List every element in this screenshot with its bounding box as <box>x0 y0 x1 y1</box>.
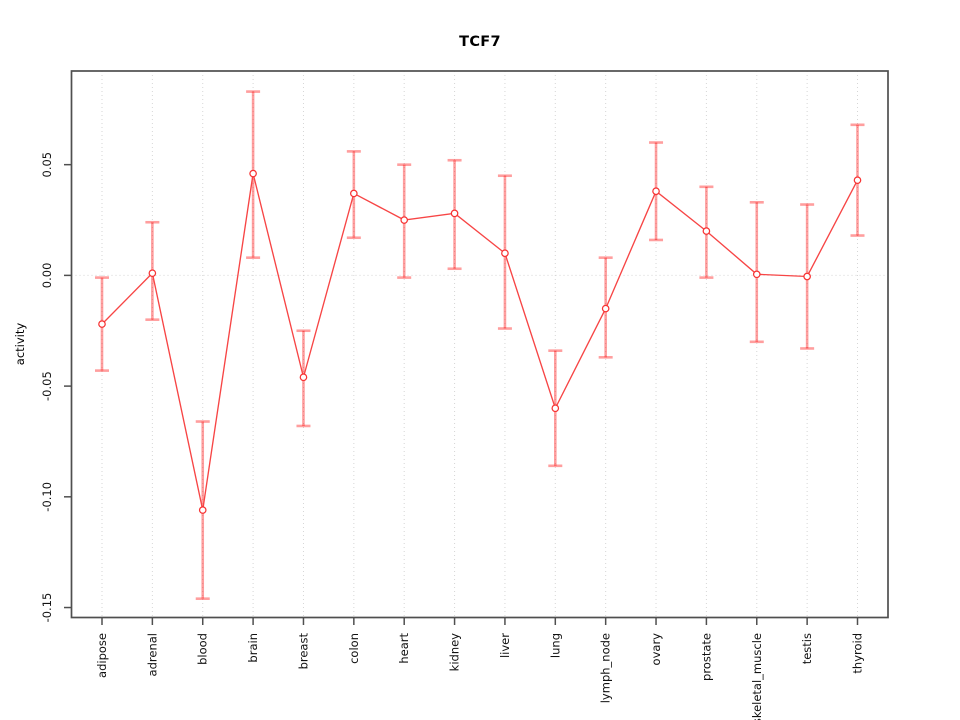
plot-border <box>70 70 889 619</box>
data-point-marker <box>702 227 711 235</box>
data-point-marker <box>551 404 560 413</box>
data-point-marker <box>148 269 157 277</box>
x-tick-label: thyroid <box>851 633 865 674</box>
data-point-marker <box>299 373 308 382</box>
data-point-marker <box>98 320 106 328</box>
x-tick-label: liver <box>498 633 512 658</box>
data-point-marker <box>198 506 207 514</box>
x-tick-label: lung <box>548 633 562 658</box>
data-point-marker <box>249 169 257 178</box>
data-point-marker <box>853 176 862 184</box>
x-tick-label: ovary <box>649 633 663 666</box>
x-tick-label: colon <box>347 633 361 664</box>
x-tick-label: prostate <box>699 633 713 681</box>
data-point-marker <box>450 209 459 218</box>
y-tick-label: -0.05 <box>40 371 54 401</box>
plot-title: TCF7 <box>459 34 501 50</box>
x-tick-label: skeletal_muscle <box>750 633 764 720</box>
y-tick-label: -0.15 <box>40 593 54 623</box>
x-tick-label: adipose <box>95 633 109 678</box>
y-tick-label: 0.05 <box>40 152 54 178</box>
x-tick-label: testis <box>800 633 814 664</box>
data-point-marker <box>601 304 610 313</box>
y-tick-label: 0.00 <box>40 263 54 289</box>
x-tick-label: adrenal <box>145 633 159 676</box>
data-point-marker <box>803 272 811 281</box>
x-tick-label: breast <box>296 633 310 670</box>
data-point-marker <box>501 249 509 258</box>
x-tick-label: lymph_node <box>599 633 613 703</box>
data-point-marker <box>652 187 660 196</box>
x-tick-label: blood <box>196 633 210 665</box>
y-tick-label: -0.10 <box>40 482 54 512</box>
x-tick-label: heart <box>397 633 411 664</box>
data-point-marker <box>400 216 409 224</box>
x-tick-label: kidney <box>448 633 462 672</box>
data-point-marker <box>350 189 358 198</box>
data-point-marker <box>752 270 761 279</box>
x-tick-label: brain <box>246 633 260 663</box>
series-line <box>101 173 859 511</box>
